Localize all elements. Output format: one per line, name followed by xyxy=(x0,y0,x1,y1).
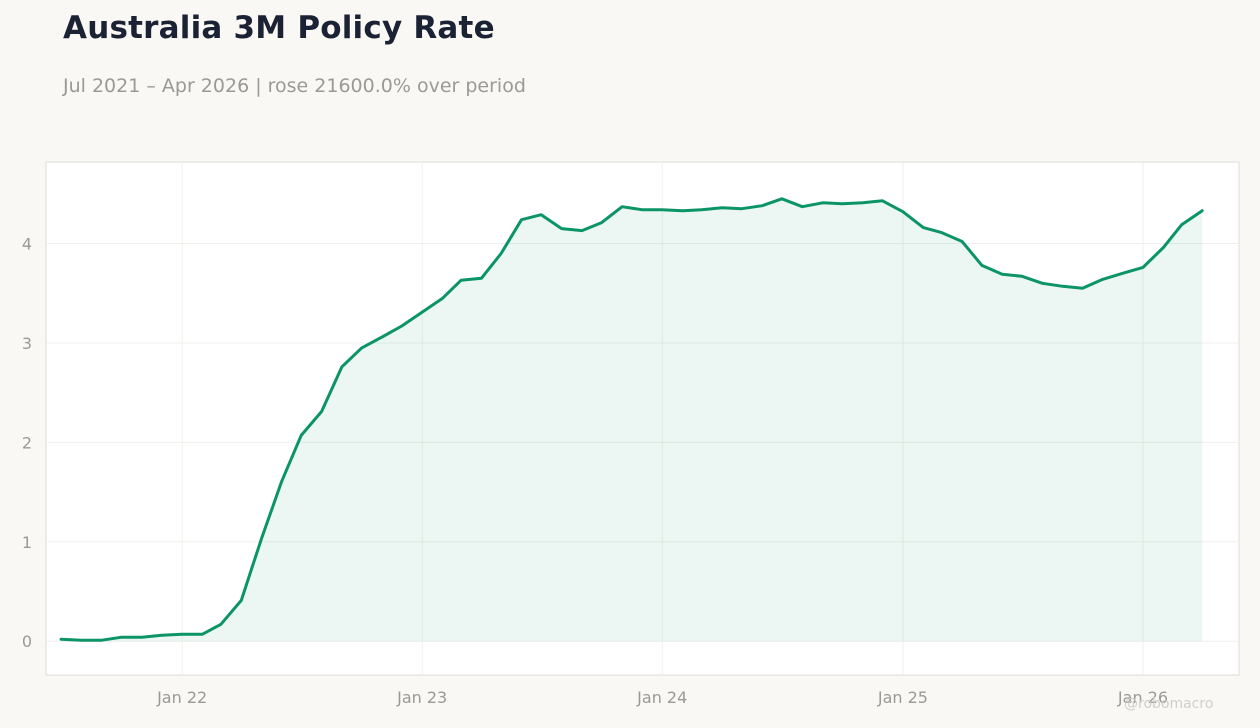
area-fill xyxy=(61,198,1203,642)
x-tick-label: Jan 26 xyxy=(1117,688,1168,707)
x-tick-label: Jan 23 xyxy=(396,688,447,707)
chart-title: Australia 3M Policy Rate xyxy=(63,10,495,46)
grid-lines xyxy=(46,162,1239,675)
x-tick-label: Jan 25 xyxy=(877,688,928,707)
y-tick-label: 1 xyxy=(22,533,32,552)
x-tick-label: Jan 24 xyxy=(636,688,687,707)
y-tick-label: 4 xyxy=(22,235,32,254)
y-axis-ticks: 0 1 2 3 4 xyxy=(22,235,32,652)
y-tick-label: 3 xyxy=(22,334,32,353)
y-tick-label: 2 xyxy=(22,433,32,452)
y-tick-label: 0 xyxy=(22,632,32,651)
x-tick-label: Jan 22 xyxy=(156,688,207,707)
series-line xyxy=(59,197,1204,642)
x-axis-ticks: Jan 22 Jan 23 Jan 24 Jan 25 Jan 26 xyxy=(156,688,1168,707)
watermark: @robomacro xyxy=(1124,696,1214,712)
chart-subtitle: Jul 2021 – Apr 2026 | rose 21600.0% over… xyxy=(63,75,526,97)
